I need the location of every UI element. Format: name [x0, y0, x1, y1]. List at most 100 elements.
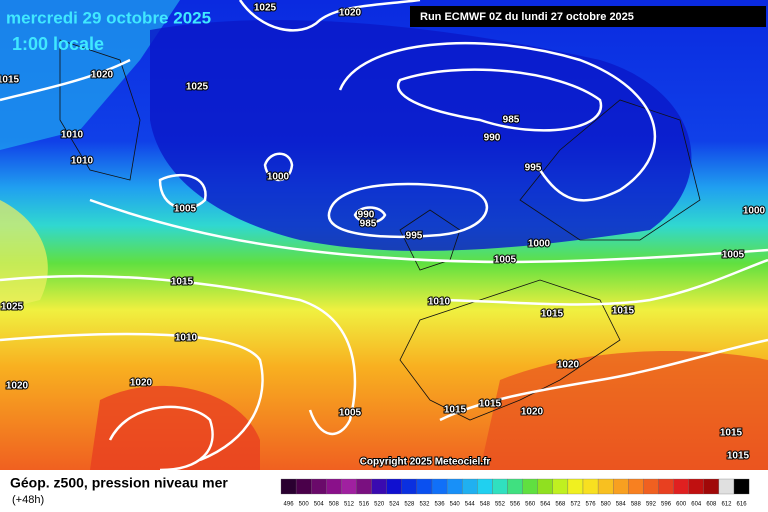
isobar-label: 1000: [743, 206, 766, 217]
scale-label: 504: [314, 502, 325, 508]
isobars: [0, 0, 768, 470]
scale-swatch: [688, 478, 704, 495]
isobar-labels: 1025102010151020102510101010985990995100…: [0, 2, 767, 463]
isobar-label: 1010: [71, 156, 94, 167]
scale-swatch: [628, 478, 644, 495]
scale-label: 512: [344, 502, 355, 508]
date-title: mercredi 29 octobre 2025: [6, 8, 211, 27]
scale-label: 568: [555, 502, 566, 508]
scale-label: 576: [586, 502, 597, 508]
isobar-label: 1005: [722, 250, 745, 261]
scale-label: 592: [646, 502, 657, 508]
scale-label: 508: [329, 502, 340, 508]
isobar-label: 1015: [0, 75, 20, 86]
scale-label: 612: [721, 502, 732, 508]
isobar: [158, 173, 207, 210]
isobar-label: 1005: [174, 204, 197, 215]
lead-time: (+48h): [12, 494, 44, 506]
scale-swatch: [356, 478, 372, 495]
isobar-label: 1000: [267, 172, 290, 183]
isobar-label: 1015: [612, 306, 635, 317]
color-scale: 496 500 504 508 512 516 520 524 528 532 536 540 544 5…: [280, 478, 750, 508]
scandinavia: [519, 99, 701, 241]
isobar-label: 990: [484, 133, 501, 144]
isobar-label: 1015: [727, 451, 750, 462]
scale-swatch: [552, 478, 569, 495]
z500-field: [150, 20, 692, 251]
scale-swatch: [386, 478, 402, 495]
scale-swatch: [522, 478, 538, 495]
isobar: [108, 405, 214, 472]
isobar-label: 1015: [479, 399, 502, 410]
isobar-label: 985: [503, 115, 520, 126]
scale-label: 564: [540, 502, 551, 508]
scale-swatch: [416, 478, 433, 495]
scale-label: 552: [495, 502, 506, 508]
scale-swatch: [371, 478, 387, 495]
isobar: [0, 58, 131, 102]
scale-label: 608: [706, 502, 717, 508]
run-banner: [410, 6, 766, 27]
scale-swatch: [718, 478, 735, 495]
isobar: [397, 68, 603, 132]
scale-label: 548: [480, 502, 491, 508]
isobar: [338, 41, 657, 202]
isobar-label: 1015: [444, 405, 467, 416]
europe: [399, 279, 621, 421]
isobar-label: 1020: [521, 407, 544, 418]
scale-swatch: [613, 478, 629, 495]
isobar-label: 1010: [175, 333, 198, 344]
scale-swatch: [643, 478, 659, 495]
scale-label: 560: [525, 502, 536, 508]
isobar-label: 990: [358, 210, 375, 221]
isobar-label: 1020: [91, 70, 114, 81]
scale-swatch: [537, 478, 553, 495]
scale-swatch: [673, 478, 689, 495]
isobar-label: 1020: [130, 378, 153, 389]
scale-label: 500: [299, 502, 310, 508]
scale-label: 536: [435, 502, 446, 508]
scale-label: 584: [616, 502, 627, 508]
isobar-label: 1015: [541, 309, 564, 320]
scale-swatch: [311, 478, 327, 495]
scale-swatch: [597, 478, 614, 495]
scale-swatch: [658, 478, 674, 495]
isobar-label: 1010: [428, 297, 451, 308]
scale-label: 588: [631, 502, 642, 508]
copyright: Copyright 2025 Meteociel.fr: [360, 457, 491, 468]
scale-swatch: [280, 478, 297, 495]
coastlines: [59, 39, 701, 421]
scale-label: 532: [419, 502, 430, 508]
isobar: [0, 274, 357, 436]
isobar-label: 1005: [494, 255, 517, 266]
scale-swatch: [507, 478, 523, 495]
scale-swatch: [582, 478, 599, 495]
isobar-label: 1025: [254, 3, 277, 14]
scale-swatch: [492, 478, 508, 495]
scale-swatch: [733, 478, 750, 495]
isobar: [238, 0, 421, 32]
scale-label: 520: [374, 502, 385, 508]
z500-field: [0, 200, 48, 310]
isobar-label: 1025: [1, 302, 24, 313]
z500-field: [480, 351, 768, 470]
field-caption: Géop. z500, pression niveau mer: [10, 475, 228, 491]
scale-label: 516: [359, 502, 370, 508]
scale-label: 604: [691, 502, 702, 508]
isobar-label: 985: [360, 219, 377, 230]
time-subtitle: 1:00 locale: [12, 34, 104, 54]
scale-label: 524: [389, 502, 400, 508]
z500-field: [90, 385, 260, 470]
isobar-label: 1010: [61, 130, 84, 141]
isobar-label: 1015: [171, 277, 194, 288]
scale-swatch: [401, 478, 418, 495]
scale-label: 596: [661, 502, 672, 508]
scale-label: 580: [601, 502, 612, 508]
greenland: [59, 39, 141, 181]
isobar-label: 1020: [557, 360, 580, 371]
british-isles: [399, 209, 461, 271]
isobar-label: 1005: [339, 408, 362, 419]
isobar: [89, 198, 768, 264]
scale-label: 616: [737, 502, 748, 508]
